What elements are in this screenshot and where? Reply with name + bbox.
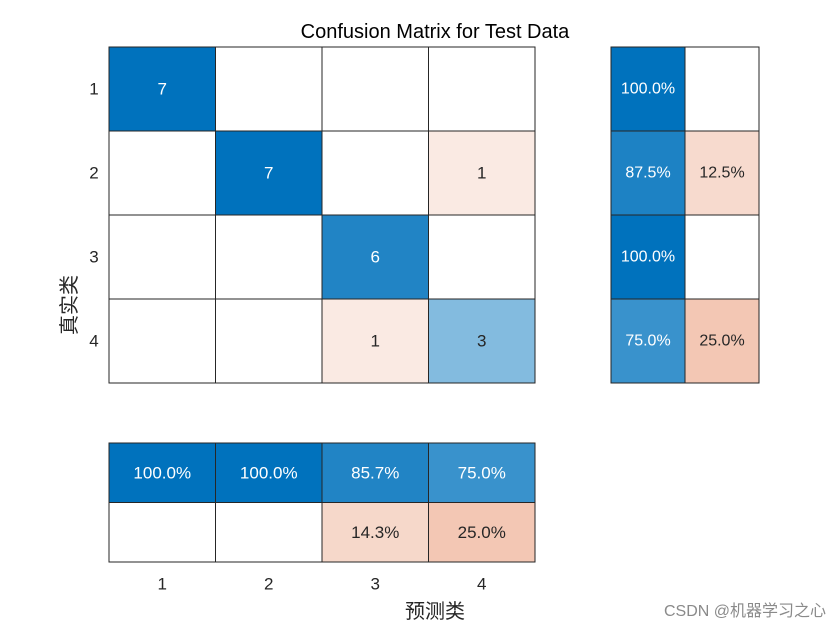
x-tick-labels: 1 2 3 4 <box>158 575 487 594</box>
row-summary-cell <box>684 298 760 384</box>
column-summary-cell <box>108 442 216 503</box>
row-summary-cell <box>684 46 760 132</box>
matrix-cell <box>428 214 536 300</box>
matrix-cell-value: 7 <box>264 164 273 183</box>
column-summary-value: 85.7% <box>351 463 399 482</box>
y-tick-label: 2 <box>89 164 98 183</box>
matrix-cell <box>108 298 216 384</box>
x-tick-label: 1 <box>158 575 167 594</box>
chart-title: Confusion Matrix for Test Data <box>301 21 571 43</box>
column-summary-value: 75.0% <box>458 463 506 482</box>
row-summary-cell <box>610 130 686 216</box>
column-summary-grid: 100.0% 100.0% 85.7% 75.0% 14.3% 25.0% <box>108 442 536 563</box>
row-summary-cell <box>610 214 686 300</box>
column-summary-cell <box>108 502 216 563</box>
matrix-cell <box>215 214 323 300</box>
x-tick-label: 2 <box>264 575 273 594</box>
matrix-cell <box>428 298 536 384</box>
matrix-cell <box>321 298 429 384</box>
matrix-cell-value: 1 <box>477 164 486 183</box>
column-summary-cell <box>428 442 536 503</box>
watermark: CSDN @机器学习之心 <box>664 602 826 620</box>
row-summary-value: 100.0% <box>621 81 675 98</box>
row-summary-cell <box>684 214 760 300</box>
matrix-cell <box>321 46 429 132</box>
matrix-cell <box>108 130 216 216</box>
matrix-cell <box>428 46 536 132</box>
matrix-cell <box>215 298 323 384</box>
y-tick-label: 4 <box>89 332 98 351</box>
confusion-matrix-grid: 7 7 1 6 1 3 <box>108 46 536 384</box>
matrix-cell <box>108 46 216 132</box>
row-summary-value: 12.5% <box>699 165 744 182</box>
column-summary-value: 25.0% <box>458 523 506 542</box>
column-summary-value: 14.3% <box>351 523 399 542</box>
matrix-cell-value: 7 <box>158 80 167 99</box>
matrix-cell <box>108 214 216 300</box>
y-tick-label: 1 <box>89 80 98 99</box>
x-axis-label: 预测类 <box>405 600 465 623</box>
column-summary-cell <box>428 502 536 563</box>
matrix-cell-value: 1 <box>371 332 380 351</box>
x-tick-label: 3 <box>371 575 380 594</box>
row-summary-grid: 100.0% 87.5% 12.5% 100.0% 75.0% 25.0% <box>610 46 760 384</box>
column-summary-value: 100.0% <box>240 463 298 482</box>
matrix-cell <box>321 214 429 300</box>
matrix-cell <box>215 130 323 216</box>
column-summary-cell <box>215 502 323 563</box>
y-tick-label: 3 <box>89 248 98 267</box>
row-summary-value: 100.0% <box>621 249 675 266</box>
matrix-cell-value: 6 <box>371 248 380 267</box>
row-summary-value: 25.0% <box>699 333 744 350</box>
matrix-cell <box>321 130 429 216</box>
matrix-cell-value: 3 <box>477 332 486 351</box>
y-tick-labels: 1 2 3 4 <box>89 80 98 351</box>
column-summary-cell <box>321 502 429 563</box>
row-summary-value: 75.0% <box>625 333 670 350</box>
matrix-cell <box>428 130 536 216</box>
row-summary-value: 87.5% <box>625 165 670 182</box>
y-axis-label: 真实类 <box>58 275 81 335</box>
matrix-cell <box>215 46 323 132</box>
column-summary-cell <box>215 442 323 503</box>
column-summary-value: 100.0% <box>133 463 191 482</box>
x-tick-label: 4 <box>477 575 486 594</box>
